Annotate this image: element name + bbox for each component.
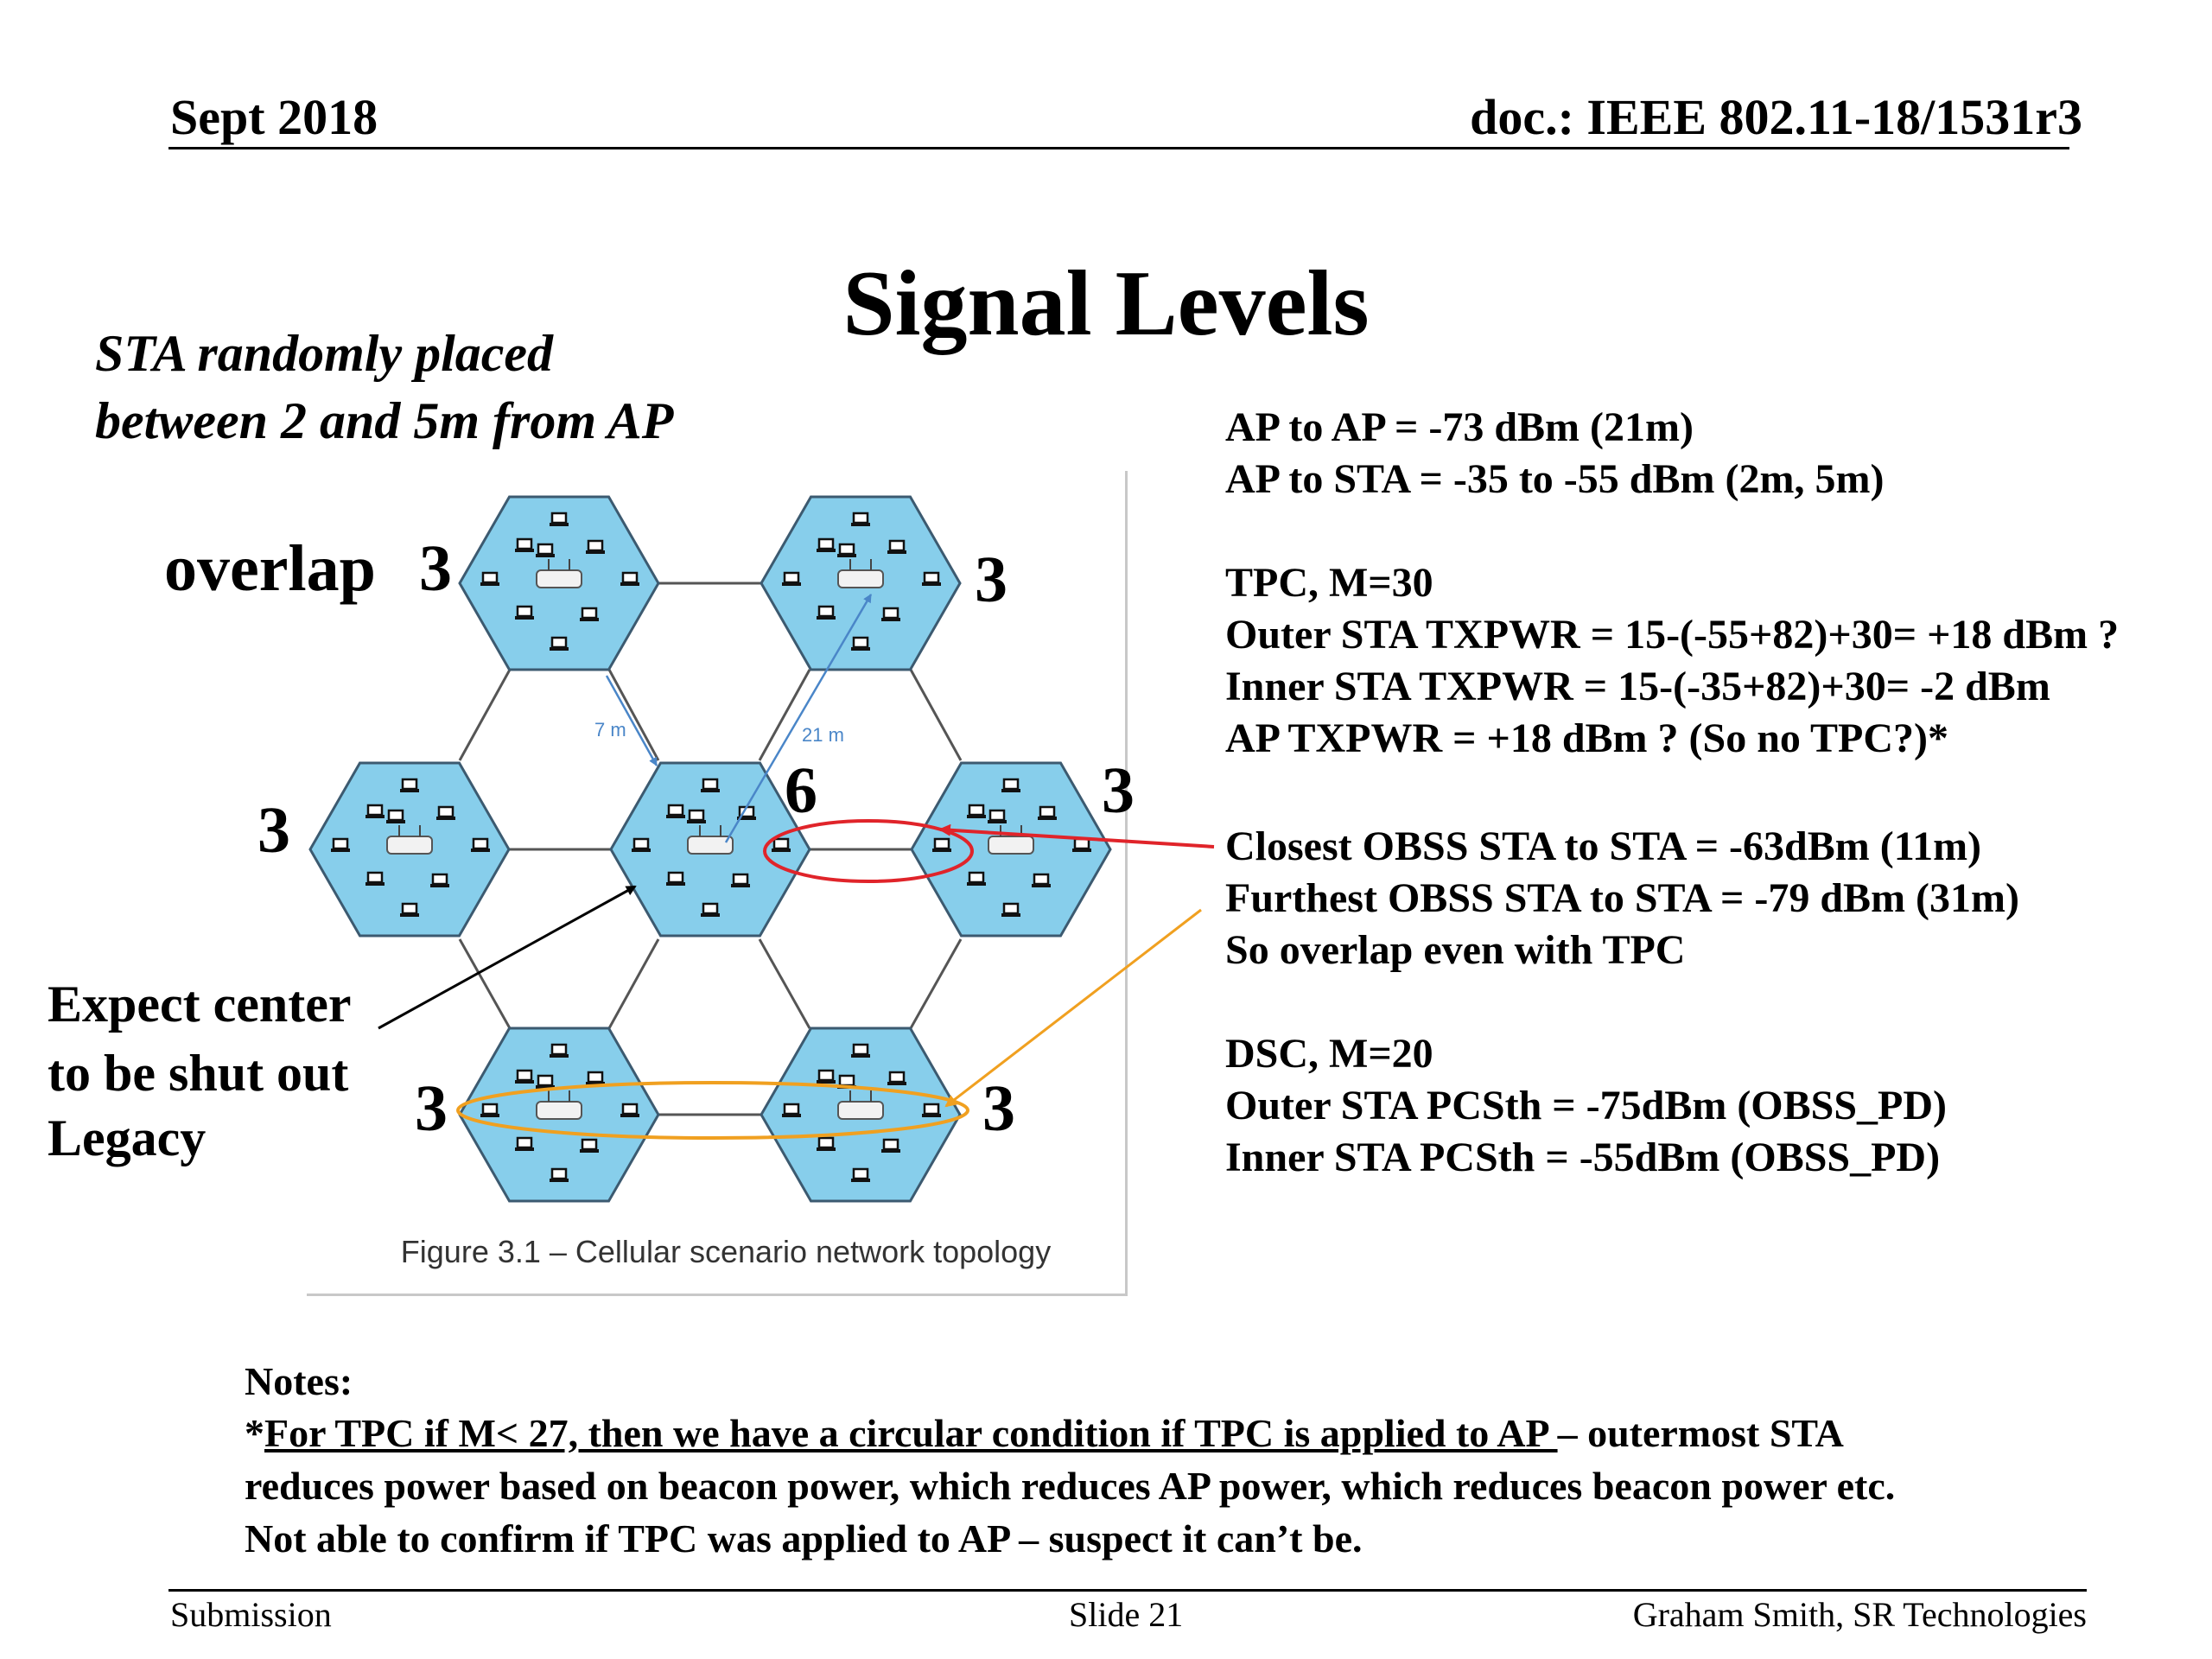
notes-line1: *For TPC if M< 27, then we have a circul… (245, 1407, 1844, 1459)
expect-center-arrow (378, 885, 637, 1030)
closest-obss: Closest OBSS STA to STA = -63dBm (11m) (1225, 823, 1982, 869)
distance-label-21m: 21 m (802, 724, 844, 746)
notes-underlined: For TPC if M< 27, then we have a circula… (264, 1411, 1558, 1455)
footer-slide-number: Slide 21 (1069, 1595, 1184, 1634)
sta-note-line1: STA randomly placed (95, 325, 554, 382)
overlap-with-tpc: So overlap even with TPC (1225, 927, 1686, 973)
outer-sta-pcsth: Outer STA PCSth = -75dBm (OBSS_PD) (1225, 1083, 1948, 1128)
slide-title: Signal Levels (842, 252, 1370, 355)
count-middle-left: 3 (257, 794, 290, 867)
empty-hex-grid (458, 582, 963, 1116)
notes-line3: Not able to confirm if TPC was applied t… (245, 1516, 1363, 1560)
count-top-right: 3 (975, 543, 1007, 616)
overlap-label: overlap (164, 532, 376, 605)
figure-frame (307, 471, 1128, 1296)
cell-middle-left (310, 763, 509, 936)
notes-star: * (245, 1411, 264, 1455)
cell-center (611, 763, 810, 936)
footer-rule (168, 1589, 2087, 1592)
header-rule (168, 147, 2069, 149)
header-date: Sept 2018 (170, 89, 378, 145)
cell-bottom-left (460, 1028, 658, 1201)
distance-arrow-21m (724, 594, 873, 843)
count-bottom-left: 3 (415, 1072, 448, 1145)
expect-center-line3: Legacy (48, 1109, 207, 1166)
furthest-obss-ring (456, 1081, 969, 1140)
count-center: 6 (785, 754, 817, 827)
distance-arrow-7m (605, 675, 658, 766)
dsc-heading: DSC, M=20 (1225, 1031, 1433, 1077)
notes-heading: Notes: (245, 1359, 353, 1403)
figure-caption: Figure 3.1 – Cellular scenario network t… (400, 1234, 1052, 1269)
footer-author: Graham Smith, SR Technologies (1632, 1595, 2087, 1634)
header-doc-id: doc.: IEEE 802.11-18/1531r3 (1470, 89, 2082, 145)
count-top-left: 3 (419, 532, 452, 605)
notes-line1-rest: – outermost STA (1557, 1411, 1844, 1455)
notes-line2: reduces power based on beacon power, whi… (245, 1464, 1896, 1508)
cell-top-left (460, 497, 658, 670)
tpc-heading: TPC, M=30 (1225, 560, 1433, 606)
footer-submission: Submission (170, 1595, 332, 1634)
ap-txpwr: AP TXPWR = +18 dBm ? (So no TPC?)* (1225, 715, 1949, 761)
outer-sta-txpwr: Outer STA TXPWR = 15-(-55+82)+30= +18 dB… (1225, 612, 2120, 658)
closest-obss-ring (763, 819, 974, 883)
expect-center-line2: to be shut out (48, 1045, 349, 1102)
cell-top-right (761, 497, 960, 670)
furthest-obss: Furthest OBSS STA to STA = -79 dBm (31m) (1225, 875, 2020, 921)
count-bottom-right: 3 (982, 1072, 1015, 1145)
count-middle-right: 3 (1102, 754, 1135, 827)
inner-sta-txpwr: Inner STA TXPWR = 15-(-35+82)+30= -2 dBm (1225, 664, 2050, 709)
inner-sta-pcsth: Inner STA PCSth = -55dBm (OBSS_PD) (1225, 1135, 1941, 1180)
ap-to-ap: AP to AP = -73 dBm (21m) (1225, 404, 1694, 450)
distance-label-7m: 7 m (594, 719, 626, 741)
cell-middle-right (912, 763, 1110, 936)
cell-bottom-right (761, 1028, 960, 1201)
ap-to-sta: AP to STA = -35 to -55 dBm (2m, 5m) (1225, 456, 1885, 502)
expect-center-line1: Expect center (48, 976, 352, 1033)
sta-note-line2: between 2 and 5m from AP (95, 392, 674, 449)
closest-obss-arrow (938, 823, 1215, 849)
furthest-obss-arrow (944, 908, 1202, 1108)
